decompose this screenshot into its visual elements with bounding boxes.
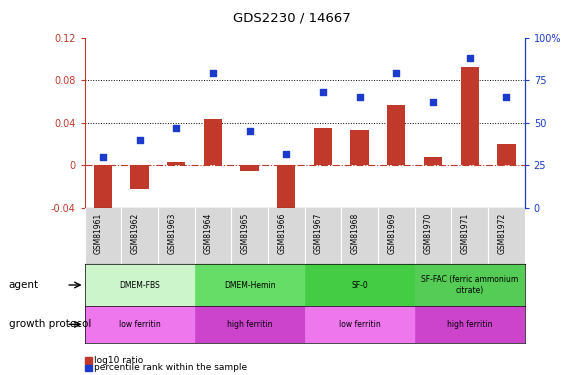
Bar (131, 165, 149, 189)
Bar (195, 306, 305, 343)
Point (98, 154, 107, 160)
Bar (277, 165, 296, 217)
Point (429, 99, 438, 105)
Text: GSM81963: GSM81963 (167, 213, 176, 254)
Text: high ferritin: high ferritin (227, 320, 272, 329)
Bar (314, 128, 332, 165)
Text: GSM81966: GSM81966 (278, 213, 286, 254)
Bar (305, 306, 415, 343)
Point (135, 137, 144, 143)
Text: SF-FAC (ferric ammonium
citrate): SF-FAC (ferric ammonium citrate) (421, 275, 518, 295)
Text: GSM81964: GSM81964 (204, 213, 213, 254)
Bar (203, 118, 222, 165)
Text: GDS2230 / 14667: GDS2230 / 14667 (233, 11, 350, 24)
Bar (85, 264, 195, 306)
Text: GSM81971: GSM81971 (461, 213, 470, 254)
Text: GSM81972: GSM81972 (497, 213, 507, 254)
Point (465, 55, 475, 61)
Text: GSM81965: GSM81965 (241, 213, 250, 254)
Text: GSM81967: GSM81967 (314, 213, 323, 254)
Text: DMEM-FBS: DMEM-FBS (119, 280, 160, 290)
Text: agent: agent (9, 280, 39, 290)
Text: GSM81961: GSM81961 (94, 213, 103, 254)
Bar (415, 306, 525, 343)
Point (171, 125, 181, 131)
Text: percentile rank within the sample: percentile rank within the sample (94, 363, 247, 372)
Text: growth protocol: growth protocol (9, 320, 91, 329)
Point (208, 70, 217, 76)
Bar (461, 68, 479, 165)
Text: GSM81969: GSM81969 (387, 213, 396, 254)
Bar (415, 264, 525, 306)
Bar (195, 264, 305, 306)
Bar (350, 130, 369, 165)
Text: GSM81968: GSM81968 (350, 213, 360, 254)
Bar (167, 162, 185, 165)
Bar (305, 264, 415, 306)
Text: GSM81970: GSM81970 (424, 213, 433, 254)
Text: low ferritin: low ferritin (119, 320, 160, 329)
Text: high ferritin: high ferritin (447, 320, 493, 329)
Text: low ferritin: low ferritin (339, 320, 381, 329)
Point (318, 89, 328, 95)
Bar (424, 157, 442, 165)
Bar (240, 165, 259, 171)
Point (392, 70, 401, 76)
Text: SF-0: SF-0 (352, 280, 368, 290)
Text: GSM81962: GSM81962 (131, 213, 139, 254)
Point (282, 150, 291, 156)
Text: log10 ratio: log10 ratio (94, 356, 143, 365)
Bar (387, 105, 406, 165)
Bar (94, 165, 112, 211)
Bar (85, 306, 195, 343)
Text: DMEM-Hemin: DMEM-Hemin (224, 280, 275, 290)
Point (245, 128, 254, 134)
Point (355, 94, 364, 100)
Bar (497, 144, 515, 165)
Point (502, 94, 511, 100)
